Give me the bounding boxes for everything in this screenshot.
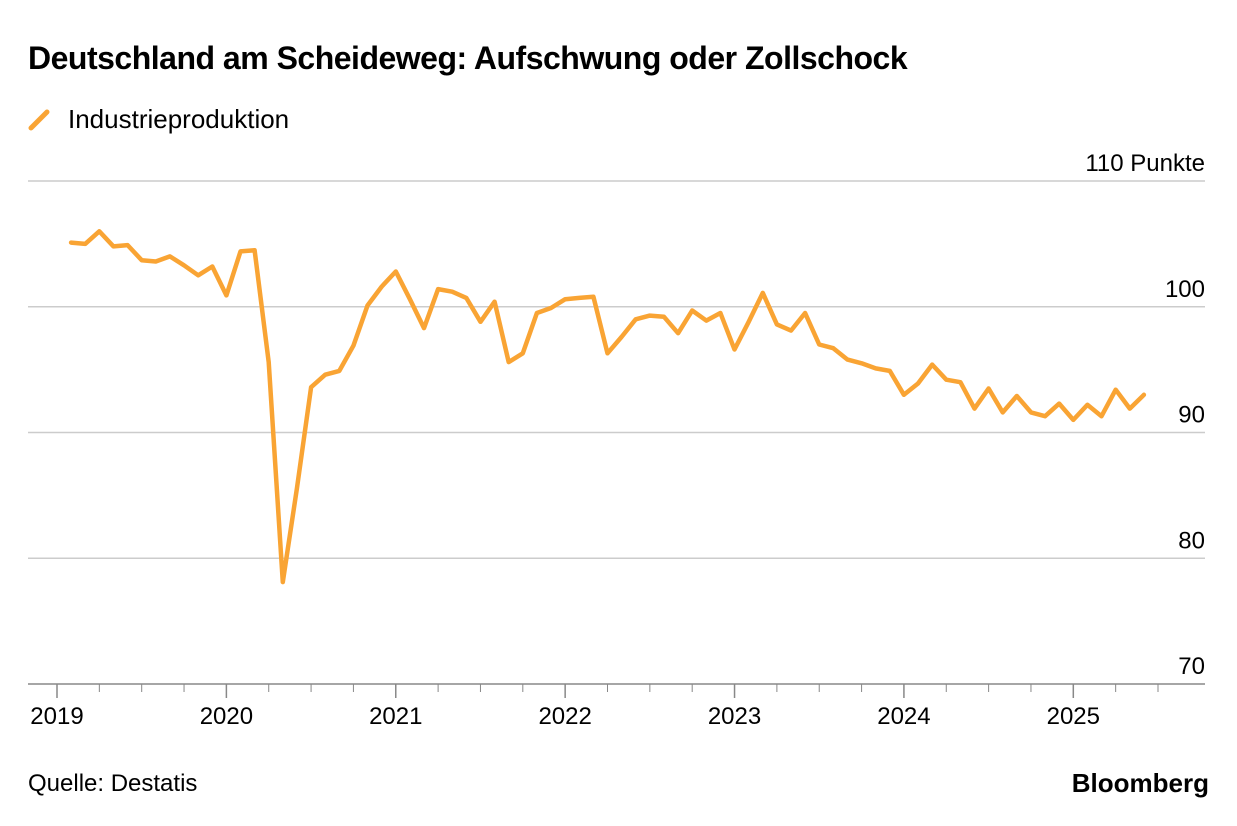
x-tick-label: 2022: [538, 703, 591, 730]
source-note: Quelle: Destatis: [28, 770, 198, 797]
brand-logo: Bloomberg: [1071, 768, 1209, 798]
y-tick-label: 110 Punkte: [1085, 150, 1205, 177]
x-tick-label: 2024: [877, 703, 930, 730]
series-layer: [68, 229, 1147, 585]
y-tick-label: 70: [1178, 653, 1205, 680]
y-tick-label: 90: [1178, 402, 1205, 429]
y-tick-label: 80: [1178, 527, 1205, 554]
x-axis: [28, 683, 1205, 698]
x-tick-label: 2020: [200, 703, 253, 730]
x-tick-label: 2023: [708, 703, 761, 730]
chart-title: Deutschland am Scheideweg: Aufschwung od…: [28, 40, 908, 76]
gridlines: [28, 180, 1205, 559]
x-tick-label: 2021: [369, 703, 422, 730]
legend: Industrieproduktion: [28, 104, 289, 135]
line-swatch-icon: [28, 109, 50, 130]
series-line-0: [68, 229, 1147, 585]
y-tick-label: 100: [1165, 276, 1205, 303]
tick-labels: 110 Punkte 100 90 80 70 2019 2020 2021 2022 2023 2…: [30, 150, 1205, 730]
x-tick-label: 2025: [1047, 703, 1100, 730]
x-tick-label: 2019: [30, 703, 83, 730]
legend-label: Industrieproduktion: [68, 104, 290, 134]
